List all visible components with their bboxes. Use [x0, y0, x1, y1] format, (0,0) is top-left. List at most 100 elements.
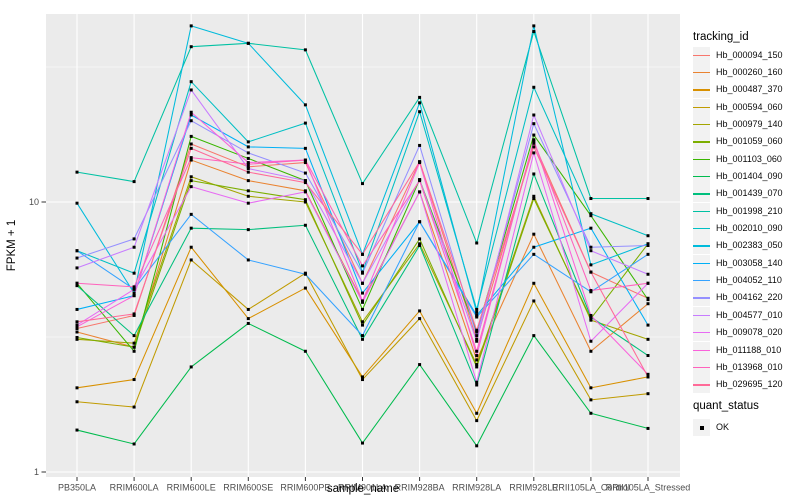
legend-key-line-icon: [693, 158, 710, 160]
data-point: [132, 442, 136, 446]
data-point: [532, 151, 536, 155]
x-tick-label: RRIM600SE: [223, 483, 273, 493]
data-point: [475, 349, 479, 353]
data-point: [532, 30, 536, 34]
data-point: [532, 113, 536, 117]
data-point: [189, 24, 193, 28]
data-point: [361, 441, 364, 445]
data-point: [646, 298, 650, 302]
legend-key-line-icon: [693, 89, 710, 91]
legend-key-line-icon: [693, 245, 710, 247]
data-point: [189, 88, 193, 92]
data-point: [532, 232, 536, 236]
data-point: [589, 398, 593, 402]
legend-key-line-icon: [693, 280, 710, 282]
data-point: [132, 313, 136, 317]
data-point: [75, 327, 79, 330]
data-point: [475, 339, 479, 343]
legend-key-line-icon: [693, 176, 710, 178]
data-point: [532, 245, 536, 249]
data-point: [361, 182, 364, 186]
data-point: [303, 272, 307, 276]
x-tick-label: RRIM901LA: [338, 483, 387, 493]
data-point: [532, 139, 536, 143]
x-tick-label: RRIM600LE: [167, 483, 216, 493]
x-tick-label: RRIM928LA: [452, 483, 501, 493]
data-point: [246, 317, 250, 321]
data-point: [75, 400, 79, 404]
data-point: [189, 175, 193, 179]
data-point: [246, 156, 250, 160]
legend-key: [693, 341, 710, 359]
data-point: [532, 133, 536, 137]
x-tick-label: RRII105LA_Control: [552, 483, 630, 493]
data-point: [361, 334, 364, 338]
x-tick-label: RRIM600PE: [280, 483, 330, 493]
data-point: [475, 365, 479, 369]
legend-entry-label: Hb_001059_060: [716, 136, 783, 147]
data-point: [189, 156, 193, 160]
data-point: [418, 143, 422, 147]
legend-key: [693, 202, 710, 220]
legend-key: [693, 358, 710, 376]
quant-status-label: OK: [716, 422, 730, 432]
data-point: [303, 161, 307, 165]
data-point: [132, 345, 136, 349]
data-point: [246, 258, 250, 262]
data-point: [361, 264, 364, 268]
data-point: [246, 201, 250, 205]
data-point: [589, 411, 593, 415]
legend-key-line-icon: [693, 193, 710, 195]
legend-entry-label: Hb_000487_370: [716, 84, 783, 95]
data-point: [132, 245, 136, 249]
legend-entry-label: Hb_009078_020: [716, 327, 783, 338]
data-point: [532, 122, 536, 126]
data-point: [589, 270, 593, 274]
data-point: [418, 179, 422, 183]
data-point: [418, 242, 422, 246]
data-point: [75, 266, 79, 270]
data-point: [532, 334, 536, 338]
y-axis-title: FPKM + 1: [6, 219, 18, 272]
legend-key: [693, 133, 710, 151]
legend-key: [693, 46, 710, 64]
legend-entry-label: Hb_001439_070: [716, 188, 783, 199]
data-point: [361, 281, 364, 285]
data-point: [532, 299, 536, 303]
data-point: [189, 226, 193, 230]
data-point: [589, 197, 593, 201]
data-point: [475, 241, 479, 245]
legend-entry-label: Hb_011188_010: [716, 344, 782, 355]
data-point: [303, 349, 307, 353]
y-tick-label: 10: [29, 197, 39, 207]
data-point: [246, 167, 250, 171]
data-point: [475, 358, 479, 362]
legend-entry-label: Hb_000094_150: [716, 49, 783, 60]
data-point: [475, 334, 479, 338]
legend-key-line-icon: [693, 228, 710, 230]
tracking-id-legend-title: tracking_id: [693, 31, 749, 43]
legend-key: [693, 220, 710, 237]
legend-entry-label: Hb_000594_060: [716, 101, 783, 112]
data-point: [75, 428, 79, 432]
data-point: [303, 286, 307, 290]
data-point: [475, 307, 479, 311]
legend-entry-label: Hb_004052_110: [716, 275, 782, 286]
data-point: [646, 323, 650, 327]
data-point: [303, 181, 307, 185]
data-point: [646, 392, 650, 396]
legend-key: [693, 324, 710, 342]
data-point: [246, 179, 250, 183]
data-point: [361, 252, 364, 256]
legend-key-line-icon: [693, 349, 710, 351]
data-point: [189, 110, 193, 114]
data-point: [246, 161, 250, 165]
quant-status-legend-title: quant_status: [693, 400, 759, 412]
data-point: [646, 244, 650, 248]
legend-entry-label: Hb_000979_140: [716, 118, 783, 129]
data-point: [303, 103, 307, 107]
data-point: [532, 194, 536, 198]
data-point: [646, 354, 650, 358]
data-point: [646, 302, 650, 306]
